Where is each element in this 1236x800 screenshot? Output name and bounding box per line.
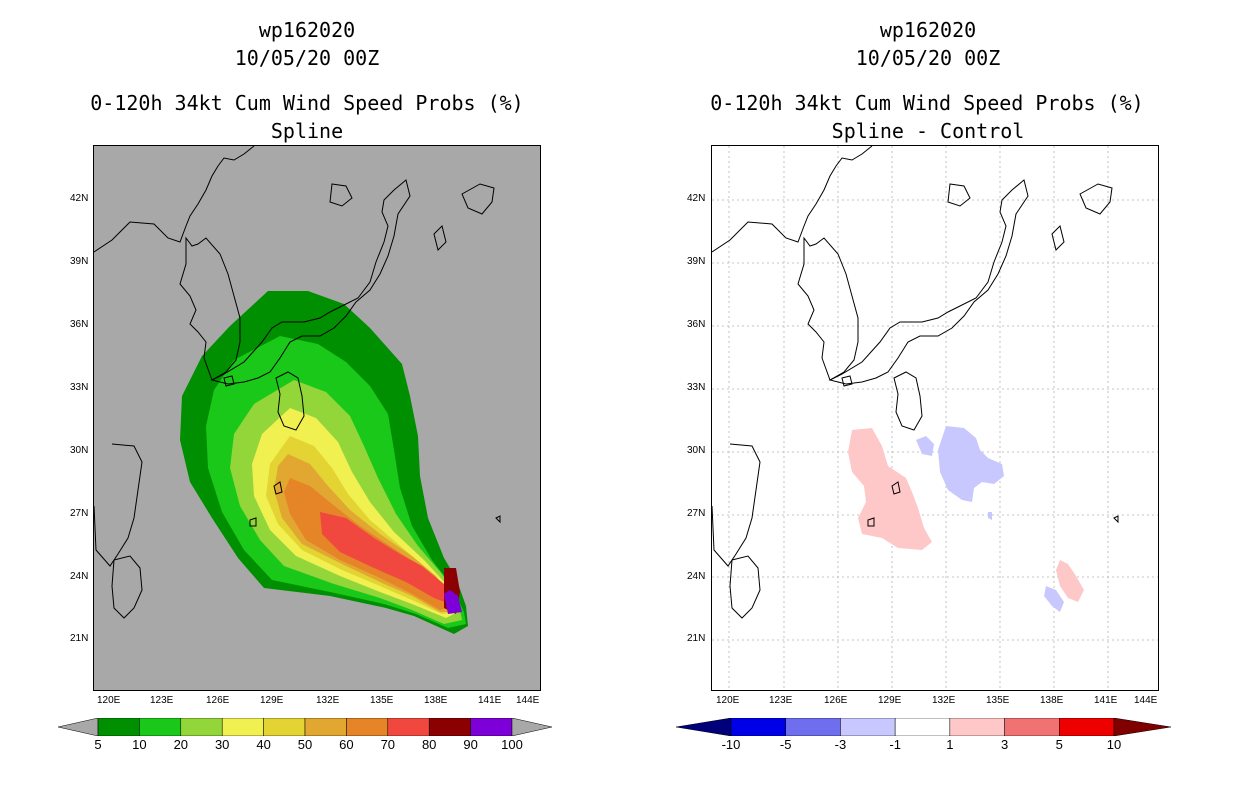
colorbar-swatch	[840, 717, 896, 737]
right-lat-tick-label: 24N	[687, 571, 706, 582]
colorbar-swatch	[180, 717, 223, 737]
left-lon-tick-label: 126E	[206, 695, 230, 706]
right-colorbar	[675, 717, 1172, 737]
right-lat-tick-label: 27N	[687, 508, 706, 519]
right-lon-tick-label: 135E	[986, 695, 1010, 706]
colorbar-tick-label: 60	[339, 737, 354, 752]
right-lon-tick-label: 129E	[878, 695, 902, 706]
right-storm-id: wp162020	[879, 18, 977, 42]
coastlines	[94, 146, 501, 619]
negative-difference-area	[916, 436, 934, 456]
colorbar-tick-label: -1	[889, 737, 901, 752]
left-lon-tick-label: 129E	[260, 695, 284, 706]
colorbar-swatch	[97, 717, 140, 737]
right-lon-tick-label: 144E	[1134, 695, 1158, 706]
colorbar-tick-label: -3	[834, 737, 847, 752]
colorbar-swatch	[139, 717, 182, 737]
probability-contours	[180, 291, 468, 634]
contour-90	[444, 590, 462, 614]
right-lon-tick-label: 132E	[932, 695, 956, 706]
left-lat-tick-label: 27N	[70, 508, 89, 519]
right-product-title: 0-120h 34kt Cum Wind Speed Probs (%)	[710, 91, 1144, 115]
colorbar-swatch	[1004, 717, 1060, 737]
colorbar-tick-label: 20	[173, 737, 189, 752]
colorbar-tick-label: 50	[297, 737, 313, 752]
colorbar-tick-label: 70	[380, 737, 396, 752]
left-datetime: 10/05/20 00Z	[234, 46, 380, 70]
colorbar-swatch	[221, 717, 264, 737]
left-lon-tick-label: 120E	[97, 695, 121, 706]
colorbar-tick-label: 100	[501, 737, 523, 752]
left-product-title: 0-120h 34kt Cum Wind Speed Probs (%)	[90, 91, 524, 115]
left-lat-tick-label: 39N	[70, 256, 89, 267]
colorbar-over-triangle	[1113, 717, 1172, 737]
colorbar-swatch	[346, 717, 389, 737]
contour-70	[320, 512, 450, 604]
colorbar-tick-label: 30	[214, 737, 230, 752]
left-lat-tick-label: 36N	[70, 319, 89, 330]
right-map-background	[712, 146, 1158, 690]
coastlines	[712, 146, 1119, 619]
left-lat-tick-label: 21N	[70, 633, 89, 644]
colorbar-under-triangle	[57, 717, 99, 737]
negative-difference-area	[1044, 586, 1064, 612]
positive-difference-area	[1056, 560, 1084, 602]
colorbar-swatch	[263, 717, 306, 737]
colorbar-over-triangle	[511, 717, 553, 737]
left-lat-tick-label: 24N	[70, 571, 89, 582]
right-lat-tick-label: 33N	[687, 382, 706, 393]
right-lat-tick-label: 39N	[687, 256, 706, 267]
colorbar-swatch	[894, 717, 951, 737]
right-lon-tick-label: 138E	[1040, 695, 1064, 706]
right-datetime: 10/05/20 00Z	[855, 46, 1001, 70]
colorbar-swatch	[1059, 717, 1115, 737]
left-lon-tick-label: 138E	[424, 695, 448, 706]
left-colorbar-swatches	[97, 717, 513, 737]
right-lat-tick-label: 30N	[687, 445, 706, 456]
colorbar-under-triangle	[675, 717, 732, 737]
colorbar-tick-label: 90	[463, 737, 478, 752]
left-lon-tick-label: 144E	[516, 695, 540, 706]
left-storm-id: wp162020	[258, 18, 356, 42]
colorbar-tick-label: 1	[946, 737, 954, 752]
colorbar-tick-label: 10	[132, 737, 147, 752]
colorbar-tick-label: 3	[1000, 737, 1009, 752]
negative-difference-area	[938, 426, 1004, 502]
colorbar-tick-label: 40	[256, 737, 271, 752]
right-difference-map	[711, 145, 1159, 691]
left-lat-tick-label: 42N	[70, 193, 89, 204]
right-lon-tick-label: 141E	[1094, 695, 1118, 706]
colorbar-tick-label: 5	[1055, 737, 1063, 752]
colorbar-swatch	[949, 717, 1005, 737]
left-lat-tick-label: 33N	[70, 382, 89, 393]
colorbar-swatch	[387, 717, 430, 737]
colorbar-tick-label: 5	[94, 737, 102, 752]
colorbar-tick-label: 80	[421, 737, 437, 752]
left-probability-map	[93, 145, 541, 691]
colorbar-swatch	[304, 717, 347, 737]
colorbar-swatch	[470, 717, 513, 737]
left-lon-tick-label: 141E	[478, 695, 502, 706]
colorbar-swatch	[730, 717, 786, 737]
left-colorbar	[57, 717, 553, 737]
right-subtitle: Spline - Control	[831, 119, 1025, 143]
colorbar-tick-label: 10	[1106, 737, 1122, 752]
right-colorbar-swatches	[730, 717, 1115, 737]
right-lat-tick-label: 42N	[687, 193, 706, 204]
right-lon-tick-label: 126E	[824, 695, 848, 706]
left-subtitle: Spline	[270, 119, 344, 143]
left-lat-tick-label: 30N	[70, 445, 89, 456]
right-lat-tick-label: 36N	[687, 319, 706, 330]
negative-difference-area	[988, 512, 992, 520]
colorbar-tick-label: -10	[721, 737, 741, 752]
right-lon-tick-label: 120E	[716, 695, 740, 706]
right-lon-tick-label: 123E	[769, 695, 793, 706]
colorbar-swatch	[785, 717, 841, 737]
right-lat-tick-label: 21N	[687, 633, 706, 644]
left-lon-tick-label: 123E	[150, 695, 174, 706]
colorbar-swatch	[428, 717, 471, 737]
left-lon-tick-label: 132E	[316, 695, 340, 706]
colorbar-tick-label: -5	[779, 737, 792, 752]
left-lon-tick-label: 135E	[370, 695, 394, 706]
